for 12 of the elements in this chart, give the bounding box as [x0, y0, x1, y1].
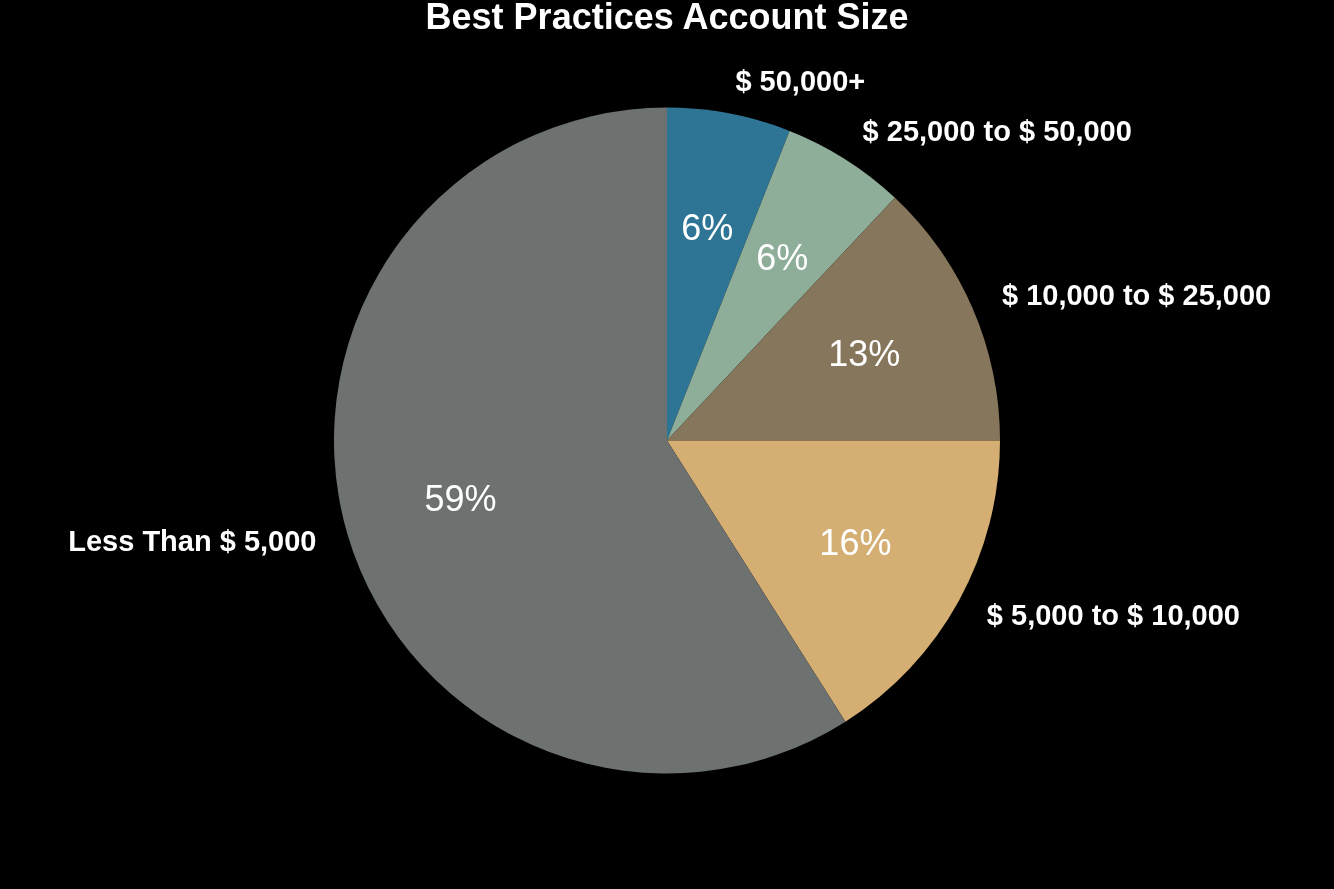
slice-label: $ 25,000 to $ 50,000	[862, 115, 1132, 148]
data-label: 6%	[756, 236, 809, 278]
chart-title: Best Practices Account Size	[425, 0, 909, 37]
data-label: 59%	[424, 478, 497, 520]
data-label: 13%	[828, 333, 901, 375]
slice-label: $ 10,000 to $ 25,000	[1001, 278, 1272, 311]
pie-slice	[667, 197, 1000, 441]
slice-label: $ 5,000 to $ 10,000	[986, 599, 1240, 632]
data-label: 6%	[681, 207, 734, 249]
slice-label: $ 50,000+	[735, 64, 866, 97]
data-label: 16%	[819, 522, 892, 564]
slice-label: Less Than $ 5,000	[68, 525, 317, 558]
